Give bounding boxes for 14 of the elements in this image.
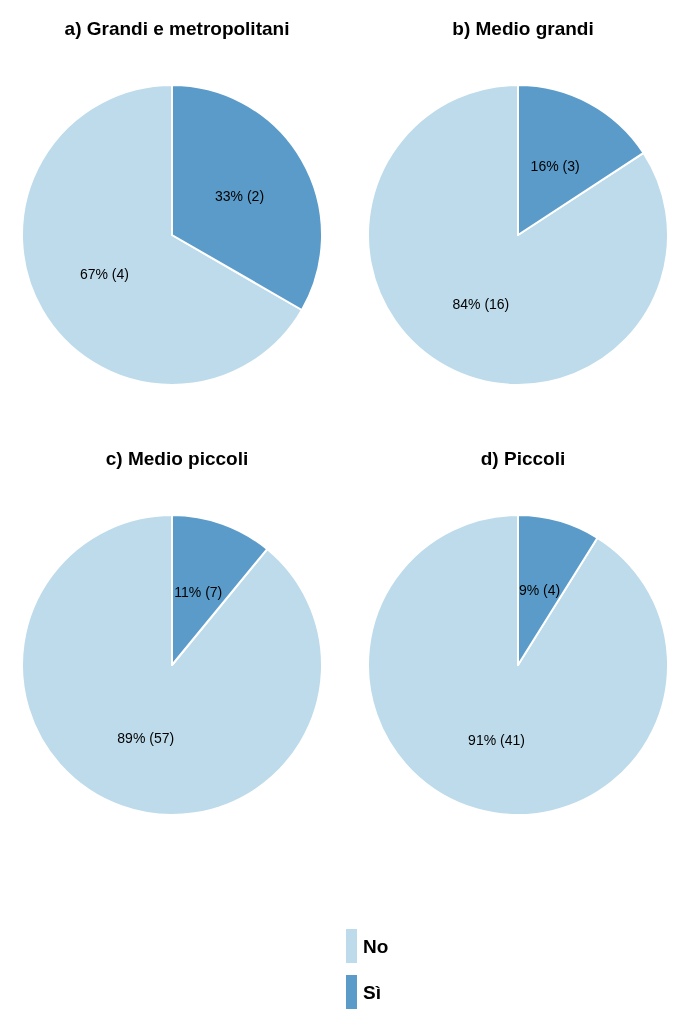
data-label: 84% (16) bbox=[452, 295, 510, 312]
data-label: 9% (4) bbox=[518, 582, 561, 599]
data-label: 11% (7) bbox=[174, 583, 223, 600]
chart-title: c) Medio piccoli bbox=[105, 448, 249, 469]
data-label: 16% (3) bbox=[530, 158, 580, 175]
data-label: 33% (2) bbox=[215, 188, 265, 204]
legend-label: Sì bbox=[363, 981, 381, 1003]
chart-title: b) Medio grandi bbox=[452, 18, 594, 39]
chart-title: d) Piccoli bbox=[480, 448, 566, 469]
legend-label: No bbox=[363, 935, 389, 957]
data-label: 67% (4) bbox=[79, 266, 129, 282]
chart-title: a) Grandi e metropolitani bbox=[64, 18, 290, 39]
data-label: 89% (57) bbox=[117, 730, 175, 747]
data-label: 91% (41) bbox=[468, 731, 525, 748]
